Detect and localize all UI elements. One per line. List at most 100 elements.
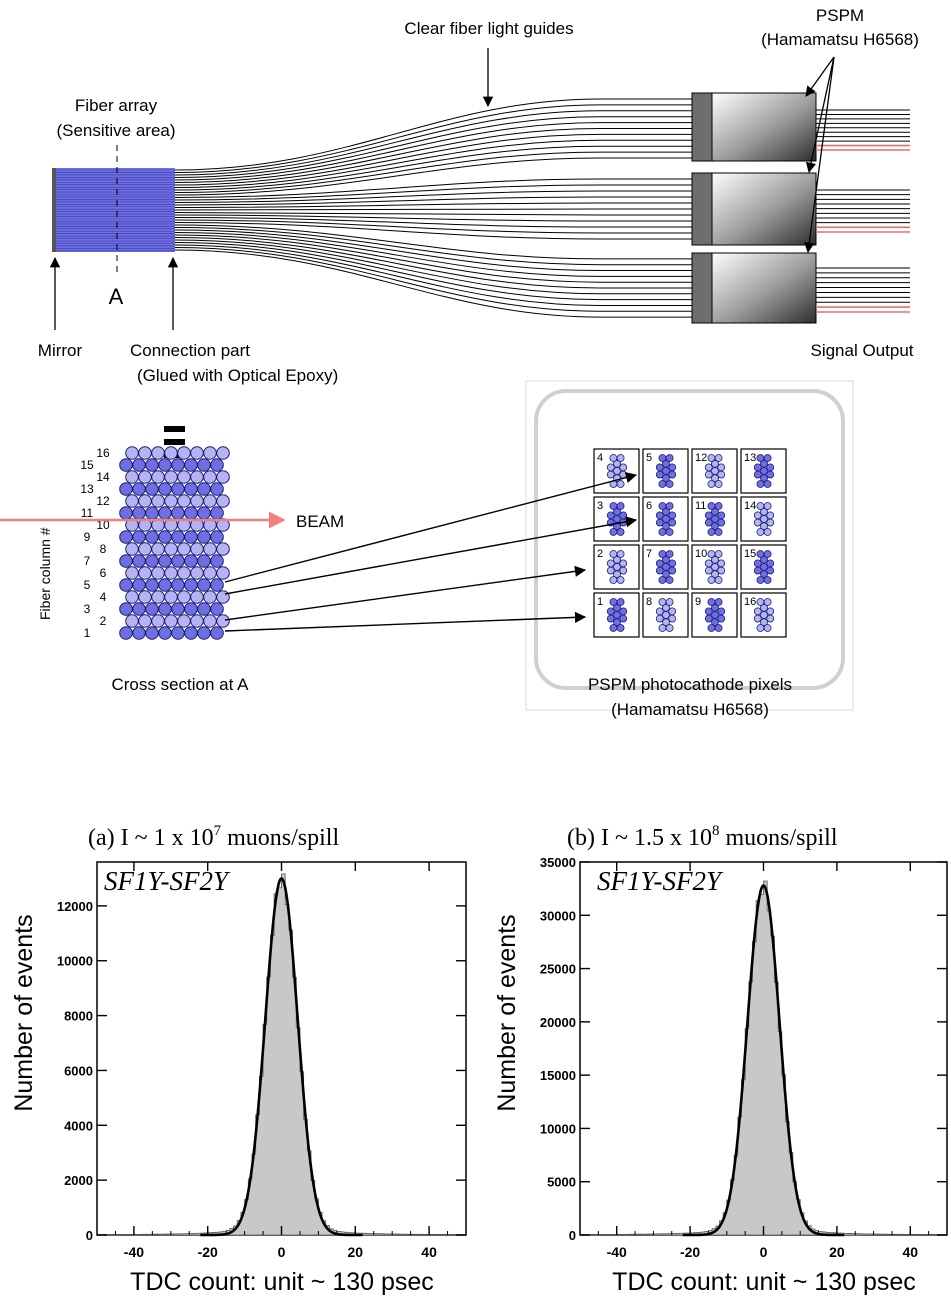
fiber-circle [210,506,224,520]
fiber-circle [119,506,133,520]
fiber-circle [158,506,172,520]
fiber-circle [210,602,224,616]
fiber-circle [190,446,204,460]
map-arrow-1 [224,611,587,632]
y-tick-label: 30000 [540,908,576,923]
fiber-column-number: 10 [96,518,110,532]
fiber-circle [164,494,178,508]
clear-fiber [174,190,693,203]
y-tick-label: 20000 [540,1015,576,1030]
fiber-circle [177,446,191,460]
photocathode-pixel: 3 [593,496,640,542]
fiber-circle [216,470,230,484]
fiber-column-number: 16 [96,446,110,460]
map-arrow-2 [224,565,587,621]
fiber-circle [190,590,204,604]
fiber-circle [138,494,152,508]
fiber-circle [171,482,185,496]
pixel-number: 4 [597,452,603,464]
pspm-module-1 [691,92,817,162]
y-tick-label: 12000 [57,899,93,914]
fiber-circle [132,578,146,592]
fiber-circle [132,602,146,616]
glued-label: (Glued with Optical Epoxy) [137,366,338,385]
pspm-module-3 [691,252,817,324]
fiber-column-number: 2 [100,614,107,628]
pixel-number: 3 [597,500,603,512]
clear-fiber [174,217,693,228]
signal-output-lines [816,109,910,313]
clear-fiber [174,208,693,211]
fiber-circle [177,566,191,580]
pixel-number: 8 [646,596,652,608]
clear-fiber [174,139,693,188]
clear-fiber [174,157,693,196]
fiber-circle [203,590,217,604]
photocathode-pixel: 16 [740,592,787,638]
clear-fiber [174,222,693,240]
fiber-circle [203,446,217,460]
fiber-column-number: 4 [100,590,107,604]
photocathode-pixel-grid: 4 5 12 13 3 6 11 14 2 7 10 15 1 8 9 16 [593,448,787,638]
fiber-circle [203,470,217,484]
fiber-circle [210,626,224,640]
fiber-column-number: 3 [84,602,91,616]
fiber-column-number: 11 [81,506,94,520]
fiber-column-number: 6 [100,566,107,580]
fiber-circle [119,530,133,544]
fiber-column-axis-label: Fiber column # [37,527,53,620]
x-tick-label: 20 [348,1244,364,1260]
y-tick-label: 15000 [540,1068,576,1083]
pixel-number: 16 [744,596,756,608]
y-tick-label: 2000 [64,1173,93,1188]
cross-section-label: Cross section at A [111,675,249,694]
fiber-circle [119,578,133,592]
fiber-circle [119,458,133,472]
fiber-circle [203,494,217,508]
clear-fiber [174,178,693,198]
ellipsis-bar-2 [164,439,185,445]
fiber-circle [151,590,165,604]
fiber-circle [145,578,159,592]
fiber-circle [151,542,165,556]
fiber-circle [132,626,146,640]
fiber-circle [210,530,224,544]
fiber-circle [145,602,159,616]
pixel-number: 1 [597,596,603,608]
fiber-circle [171,458,185,472]
histogram-bars [579,880,948,1236]
pixel-number: 15 [744,548,756,560]
y-tick-label: 0 [569,1228,576,1243]
clear-fiber [174,242,693,301]
fiber-circle [119,626,133,640]
photocathode-pixel: 8 [642,592,689,638]
photocathode-pixel: 1 [593,592,640,638]
fiber-circle [164,542,178,556]
fiber-circle [138,590,152,604]
y-tick-label: 0 [86,1228,93,1243]
photocathode-pixel: 15 [740,544,787,590]
pixel-number: 11 [695,500,706,512]
connection-label: Connection part [130,341,250,360]
x-tick-label: 0 [278,1244,286,1260]
clear-fiber [174,116,693,178]
y-tick-label: 10000 [57,954,93,969]
histogram-a-inset: SF1Y-SF2Y [104,866,231,896]
photocathode-model-label: (Hamamatsu H6568) [611,700,769,719]
x-tick-label: -40 [124,1244,144,1260]
fiber-circle [184,602,198,616]
fiber-array [55,168,175,252]
pixel-number: 7 [646,548,652,560]
histogram-a-xlabel: TDC count: unit ~ 130 psec [130,1268,434,1296]
clear-fiber [174,184,693,201]
fiber-circle [164,614,178,628]
fiber-circle [138,566,152,580]
photocathode-pixel: 7 [642,544,689,590]
clear-fiber [174,133,693,186]
x-tick-label: 40 [421,1244,437,1260]
fiber-circle [171,506,185,520]
clear-fiber [174,227,693,266]
clear-fiber [174,229,693,271]
pixel-number: 10 [695,548,707,560]
